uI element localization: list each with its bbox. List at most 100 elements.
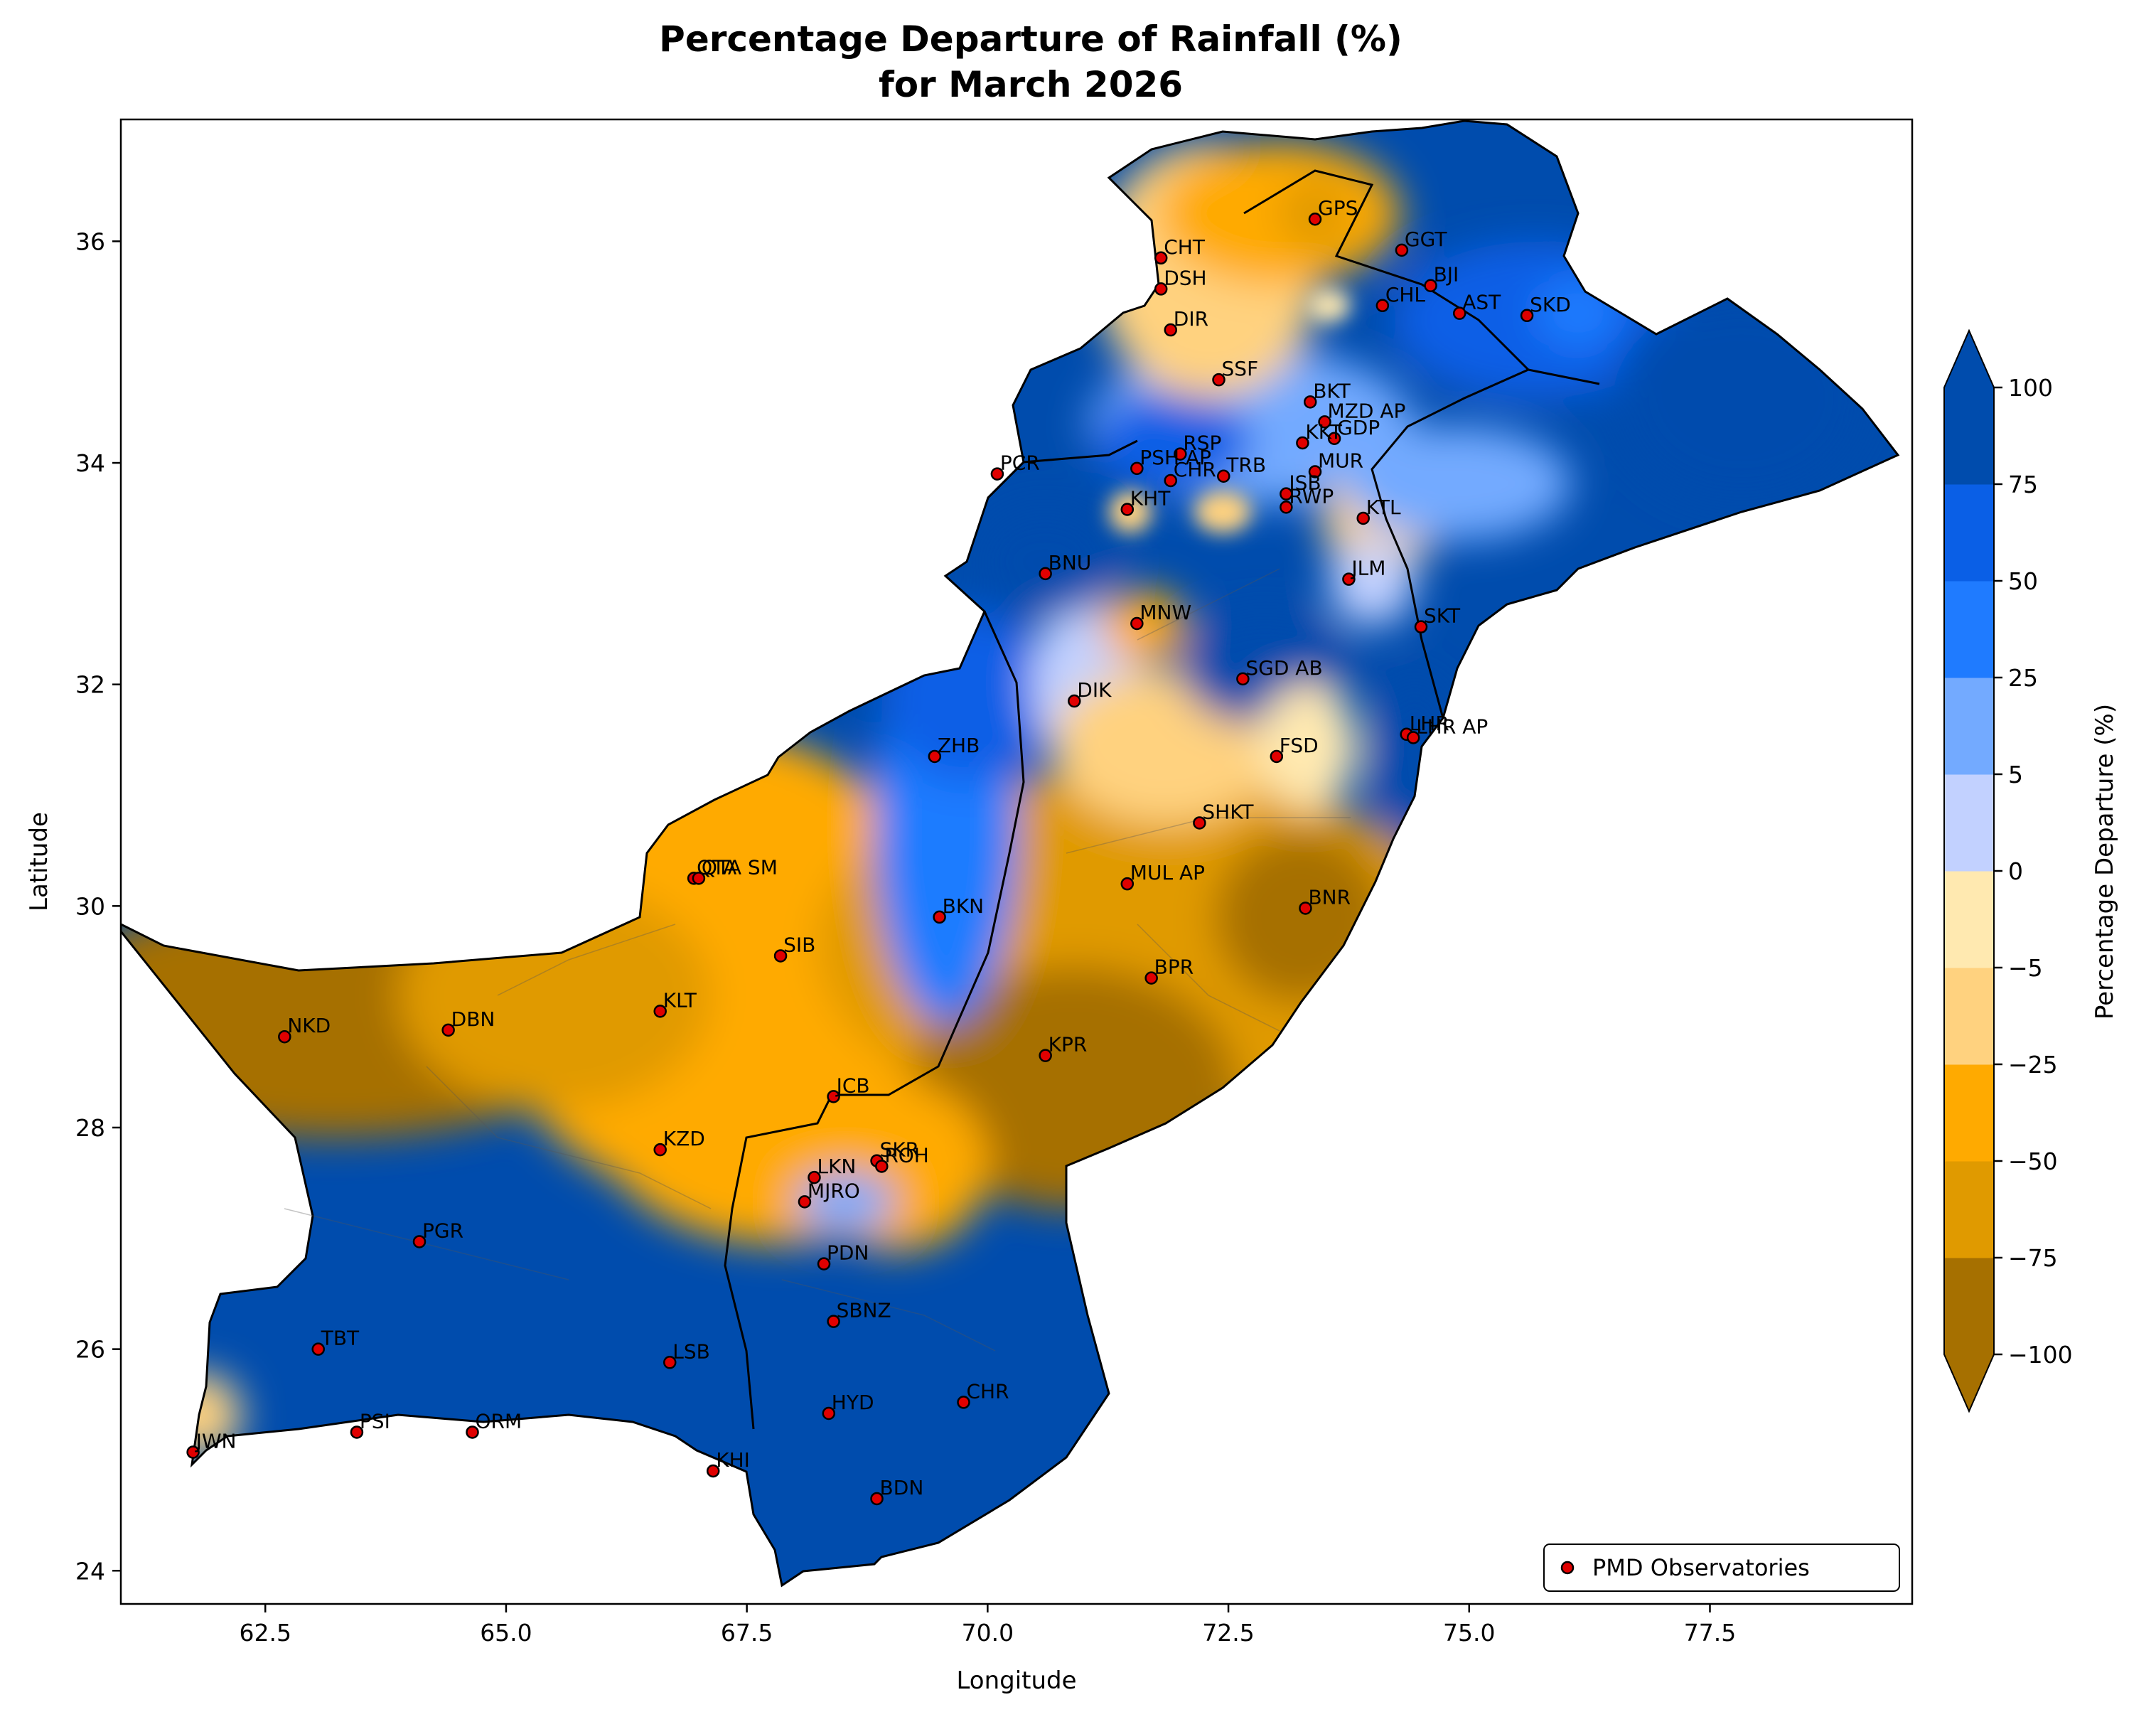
- station-lkn[interactable]: LKN: [808, 1155, 856, 1184]
- station-bkt[interactable]: BKT: [1303, 379, 1351, 409]
- station-sbnz[interactable]: SBNZ: [827, 1299, 891, 1328]
- station-marker[interactable]: [1193, 816, 1206, 830]
- station-marker[interactable]: [1375, 299, 1390, 313]
- station-marker[interactable]: [1039, 1049, 1052, 1062]
- station-psh-ap[interactable]: PSH AP: [1130, 446, 1211, 476]
- station-marker[interactable]: [1303, 395, 1317, 409]
- station-marker[interactable]: [1308, 465, 1322, 478]
- station-qta-sm[interactable]: QTA SM: [692, 855, 778, 885]
- station-marker[interactable]: [1039, 567, 1052, 581]
- station-kkt[interactable]: KKT: [1296, 420, 1343, 450]
- station-mul-ap[interactable]: MUL AP: [1120, 861, 1205, 891]
- station-dbn[interactable]: DBN: [441, 1007, 495, 1037]
- station-marker[interactable]: [1452, 306, 1466, 320]
- station-marker[interactable]: [1424, 279, 1437, 292]
- station-mzd-ap[interactable]: MZD AP: [1318, 399, 1406, 429]
- station-marker[interactable]: [817, 1257, 831, 1270]
- station-jlm[interactable]: JLM: [1342, 557, 1385, 586]
- station-marker[interactable]: [1280, 501, 1293, 514]
- station-marker[interactable]: [1414, 620, 1428, 633]
- station-marker[interactable]: [827, 1315, 840, 1328]
- station-dsh[interactable]: DSH: [1154, 266, 1207, 296]
- station-marker[interactable]: [798, 1195, 812, 1209]
- station-gps[interactable]: GPS: [1308, 196, 1358, 226]
- station-marker[interactable]: [1280, 487, 1293, 501]
- station-orm[interactable]: ORM: [466, 1409, 522, 1439]
- station-skd[interactable]: SKD: [1520, 293, 1571, 323]
- station-marker[interactable]: [186, 1445, 200, 1459]
- station-chr[interactable]: CHR: [1164, 458, 1216, 488]
- station-gdp[interactable]: GDP: [1327, 416, 1380, 446]
- station-marker[interactable]: [1130, 461, 1144, 476]
- station-marker[interactable]: [957, 1396, 970, 1409]
- station-mnw[interactable]: MNW: [1130, 601, 1191, 631]
- station-marker[interactable]: [311, 1342, 325, 1356]
- station-dik[interactable]: DIK: [1068, 678, 1112, 708]
- station-marker[interactable]: [875, 1160, 889, 1173]
- station-fsd[interactable]: FSD: [1270, 734, 1319, 764]
- station-jwn[interactable]: JWN: [186, 1430, 237, 1459]
- station-lhr-ap[interactable]: LHR AP: [1406, 715, 1488, 744]
- station-marker[interactable]: [706, 1464, 720, 1478]
- station-bkn[interactable]: BKN: [933, 894, 985, 924]
- station-bji[interactable]: BJI: [1424, 263, 1459, 292]
- station-klt[interactable]: KLT: [653, 988, 697, 1018]
- station-marker[interactable]: [822, 1406, 836, 1421]
- station-marker[interactable]: [1174, 447, 1187, 461]
- station-shkt[interactable]: SHKT: [1193, 800, 1254, 830]
- station-rsp[interactable]: RSP: [1174, 432, 1221, 461]
- station-dir[interactable]: DIR: [1164, 307, 1208, 337]
- station-pdn[interactable]: PDN: [817, 1241, 869, 1270]
- station-marker[interactable]: [653, 1143, 667, 1157]
- station-bpr[interactable]: BPR: [1144, 956, 1194, 985]
- station-ssf[interactable]: SSF: [1212, 357, 1259, 387]
- station-marker[interactable]: [1270, 749, 1284, 764]
- station-pgr[interactable]: PGR: [412, 1219, 463, 1248]
- station-lhr[interactable]: LHR: [1400, 712, 1449, 742]
- station-jcb[interactable]: JCB: [827, 1074, 870, 1103]
- station-marker[interactable]: [466, 1425, 479, 1439]
- station-marker[interactable]: [412, 1235, 427, 1248]
- station-marker[interactable]: [1318, 415, 1331, 429]
- station-kpr[interactable]: KPR: [1039, 1033, 1088, 1062]
- station-marker[interactable]: [1395, 243, 1409, 257]
- station-marker[interactable]: [933, 910, 946, 924]
- station-mur[interactable]: MUR: [1308, 449, 1363, 478]
- station-psi[interactable]: PSI: [350, 1409, 390, 1439]
- station-marker[interactable]: [1144, 971, 1158, 985]
- station-sib[interactable]: SIB: [773, 933, 815, 963]
- station-marker[interactable]: [1130, 616, 1144, 631]
- station-marker[interactable]: [441, 1023, 455, 1037]
- station-hyd[interactable]: HYD: [822, 1391, 874, 1421]
- station-marker[interactable]: [1299, 902, 1312, 915]
- station-marker[interactable]: [692, 872, 706, 885]
- station-marker[interactable]: [1520, 309, 1534, 323]
- station-cht[interactable]: CHT: [1154, 235, 1206, 265]
- station-marker[interactable]: [1154, 282, 1168, 296]
- station-marker[interactable]: [1356, 511, 1370, 525]
- station-ktl[interactable]: KTL: [1356, 496, 1401, 525]
- station-chr[interactable]: CHR: [957, 1379, 1009, 1409]
- station-marker[interactable]: [663, 1356, 677, 1369]
- station-qta[interactable]: QTA: [687, 855, 736, 885]
- station-marker[interactable]: [1217, 469, 1230, 483]
- station-ggt[interactable]: GGT: [1395, 228, 1447, 257]
- station-marker[interactable]: [1212, 373, 1226, 387]
- station-marker[interactable]: [1406, 731, 1420, 744]
- station-marker[interactable]: [1236, 672, 1250, 686]
- station-bdn[interactable]: BDN: [870, 1476, 924, 1506]
- station-ast[interactable]: AST: [1452, 291, 1501, 320]
- station-tbt[interactable]: TBT: [311, 1327, 360, 1356]
- station-bnr[interactable]: BNR: [1299, 885, 1351, 915]
- station-chl[interactable]: CHL: [1375, 283, 1426, 313]
- station-marker[interactable]: [1120, 503, 1135, 516]
- station-marker[interactable]: [1296, 436, 1309, 450]
- station-marker[interactable]: [1164, 323, 1178, 337]
- station-kzd[interactable]: KZD: [653, 1127, 705, 1157]
- station-lsb[interactable]: LSB: [663, 1339, 710, 1369]
- station-nkd[interactable]: NKD: [278, 1014, 331, 1044]
- station-marker[interactable]: [773, 949, 788, 963]
- station-marker[interactable]: [1327, 432, 1341, 446]
- station-marker[interactable]: [928, 749, 942, 764]
- station-roh[interactable]: ROH: [875, 1144, 929, 1173]
